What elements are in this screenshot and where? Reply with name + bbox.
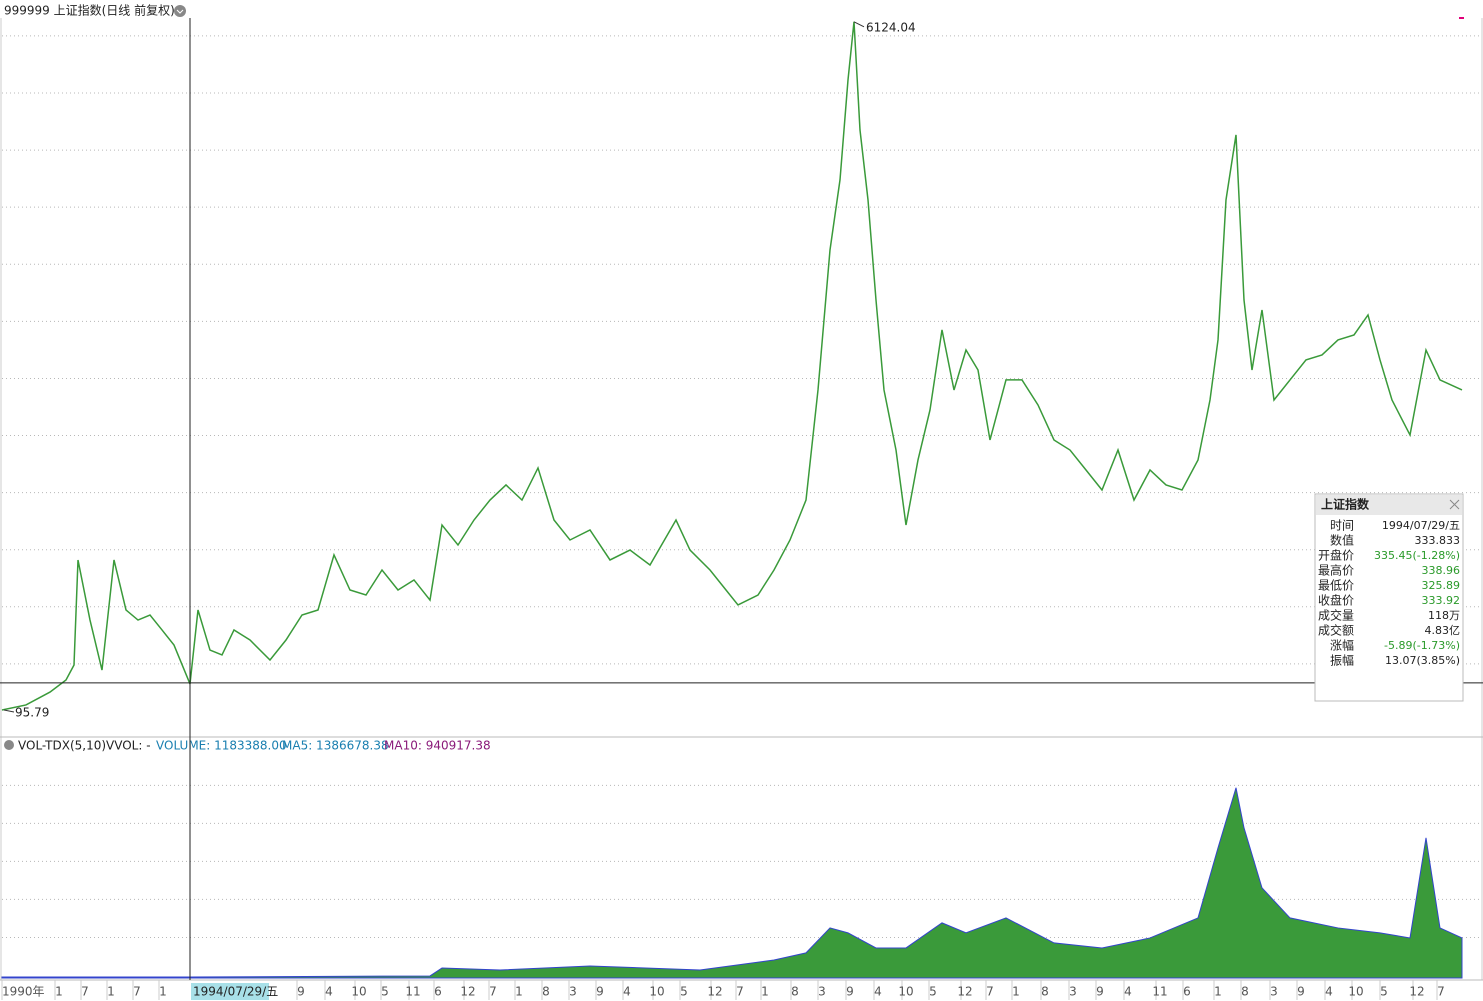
x-tick-label: 9: [1096, 985, 1104, 999]
x-tick-label: 4: [623, 985, 631, 999]
x-tick-label: 1: [55, 985, 63, 999]
x-tick-label: 1: [1214, 985, 1222, 999]
dropdown-button[interactable]: [174, 5, 186, 17]
x-tick-label: 7: [133, 985, 141, 999]
x-tick-label: 1: [761, 985, 769, 999]
x-tick-label: 12: [1409, 985, 1424, 999]
info-value: 333.92: [1422, 594, 1461, 607]
x-tick-label: 4: [1124, 985, 1132, 999]
info-label: 涨幅: [1330, 638, 1354, 653]
crosshair-date-box: [191, 983, 269, 1000]
x-tick-label: 11: [405, 985, 420, 999]
vvol: VVOL: -: [106, 739, 151, 753]
x-tick-label: 3: [1069, 985, 1077, 999]
price-line: [1, 21, 1463, 711]
x-tick-label: 4: [1325, 985, 1333, 999]
x-tick-label: 9: [1297, 985, 1305, 999]
x-tick-label: 7: [1437, 985, 1445, 999]
x-tick-label: 7: [736, 985, 744, 999]
x-tick-label: 9: [297, 985, 305, 999]
volume-value: VOLUME: 1183388.00: [156, 739, 287, 753]
info-value: 338.96: [1422, 564, 1461, 577]
x-tick-label: 4: [325, 985, 333, 999]
info-value: 118万: [1428, 609, 1460, 622]
x-tick-label: 11: [1152, 985, 1167, 999]
x-tick-label: 7: [81, 985, 89, 999]
high-marker: [853, 21, 865, 28]
x-tick-label: 3: [569, 985, 577, 999]
x-tick-label: 1990年: [2, 985, 45, 999]
info-label: 最低价: [1318, 579, 1354, 593]
x-tick-label: 9: [846, 985, 854, 999]
x-tick-label: 6: [1183, 985, 1191, 999]
x-tick-label: 3: [818, 985, 826, 999]
info-label: 最高价: [1318, 563, 1354, 578]
info-label: 成交量: [1318, 608, 1354, 623]
x-tick-label: 1: [107, 985, 115, 999]
x-tick-label: 12: [957, 985, 972, 999]
x-tick-label: 6: [434, 985, 442, 999]
x-tick-label: 5: [1380, 985, 1388, 999]
info-value: -5.89(-1.73%): [1384, 639, 1460, 652]
x-tick-label: 12: [707, 985, 722, 999]
info-panel-header: [1316, 495, 1462, 515]
info-panel-title: 上证指数: [1321, 497, 1370, 512]
info-value: 333.833: [1415, 534, 1461, 547]
ma5-value: MA5: 1386678.38: [282, 739, 389, 753]
x-tick-label: 10: [649, 985, 664, 999]
ma10-value: MA10: 940917.38: [384, 739, 491, 753]
info-value: 1994/07/29/五: [1382, 519, 1460, 532]
dropdown-icon: [176, 9, 184, 14]
x-tick-label: 1: [515, 985, 523, 999]
info-value: 4.83亿: [1425, 624, 1461, 637]
x-tick-label: 12: [460, 985, 475, 999]
info-value: 13.07(3.85%): [1385, 654, 1460, 667]
info-label: 开盘价: [1318, 548, 1354, 563]
x-tick-label: 8: [1041, 985, 1049, 999]
indicator-button[interactable]: [4, 740, 14, 750]
volume-indicator: VOL-TDX(5,10): [18, 739, 106, 753]
close-button[interactable]: [1449, 499, 1460, 510]
x-tick-label: 8: [542, 985, 550, 999]
info-label: 成交额: [1318, 623, 1354, 638]
low-marker: [3, 709, 15, 713]
x-tick-label: 7: [489, 985, 497, 999]
info-panel[interactable]: 上证指数 时间 1994/07/29/五数值 333.833 开盘价 335.45(-1…: [1314, 493, 1464, 702]
chart-title: 999999 上证指数(日线 前复权): [4, 3, 175, 18]
low-label: 95.79: [15, 706, 49, 720]
info-label: 振幅: [1330, 653, 1354, 668]
x-tick-label: 5: [929, 985, 937, 999]
x-tick-label: 5: [680, 985, 688, 999]
x-tick-label: 10: [1348, 985, 1363, 999]
volume-area: [1, 787, 1463, 979]
info-value: 325.89: [1422, 579, 1461, 592]
info-value: 335.45(-1.28%): [1374, 549, 1460, 562]
x-tick-label: 9: [596, 985, 604, 999]
x-tick-label: 8: [1241, 985, 1249, 999]
info-panel-box: [1314, 493, 1464, 702]
x-tick-label: 1: [159, 985, 167, 999]
info-label: 收盘价: [1318, 593, 1354, 608]
x-tick-label: 1: [1012, 985, 1020, 999]
crosshair-date: 1994/07/29/五: [193, 985, 278, 999]
x-tick-label: 4: [874, 985, 882, 999]
x-tick-label: 5: [381, 985, 389, 999]
x-tick-label: 10: [351, 985, 366, 999]
info-label: 数值: [1330, 533, 1354, 548]
x-tick-label: 7: [986, 985, 994, 999]
info-label: 时间: [1330, 519, 1354, 533]
x-tick-label: 8: [791, 985, 799, 999]
x-tick-label: 10: [898, 985, 913, 999]
high-label: 6124.04: [866, 20, 916, 34]
x-tick-label: 3: [1270, 985, 1278, 999]
